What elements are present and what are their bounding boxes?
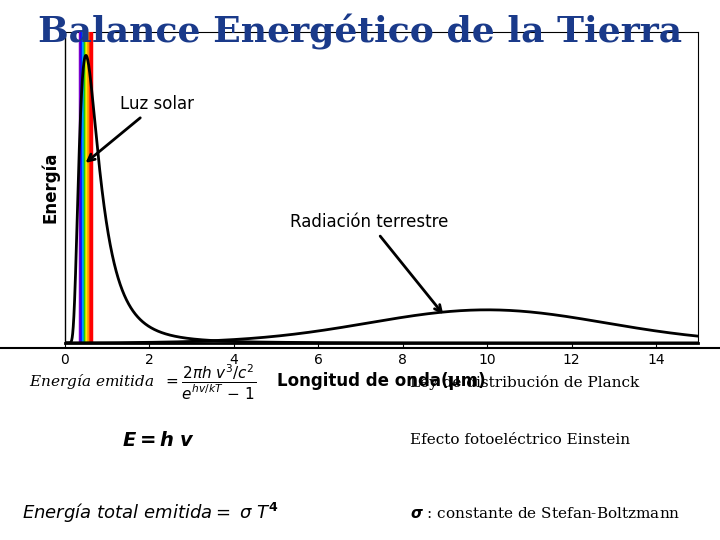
Y-axis label: Energía: Energía (41, 152, 59, 224)
X-axis label: Longitud de onda(μm): Longitud de onda(μm) (277, 372, 486, 390)
Text: Efecto fotoeléctrico Einstein: Efecto fotoeléctrico Einstein (410, 433, 631, 447)
Text: $\boldsymbol{\sigma}$ : constante de Stefan-Boltzmann: $\boldsymbol{\sigma}$ : constante de Ste… (410, 505, 680, 521)
Text: $\boldsymbol{\mathit{Energía\ total\ emitida{=}\ \sigma\ T}}^{\boldsymbol{4}}$: $\boldsymbol{\mathit{Energía\ total\ emi… (22, 501, 278, 525)
Text: Radiación terrestre: Radiación terrestre (289, 213, 448, 312)
Text: Luz solar: Luz solar (88, 95, 194, 161)
Text: Ley de distribución de Planck: Ley de distribución de Planck (410, 375, 639, 390)
Text: Balance Energético de la Tierra: Balance Energético de la Tierra (38, 14, 682, 50)
Text: Energía emitida  $=\dfrac{2\pi h\; v^3/c^2}{e^{hv/kT}\ \mathit{-\ 1}}$: Energía emitida $=\dfrac{2\pi h\; v^3/c^… (29, 363, 256, 402)
Text: $\boldsymbol{E = h\ v}$: $\boldsymbol{E = h\ v}$ (122, 431, 194, 450)
